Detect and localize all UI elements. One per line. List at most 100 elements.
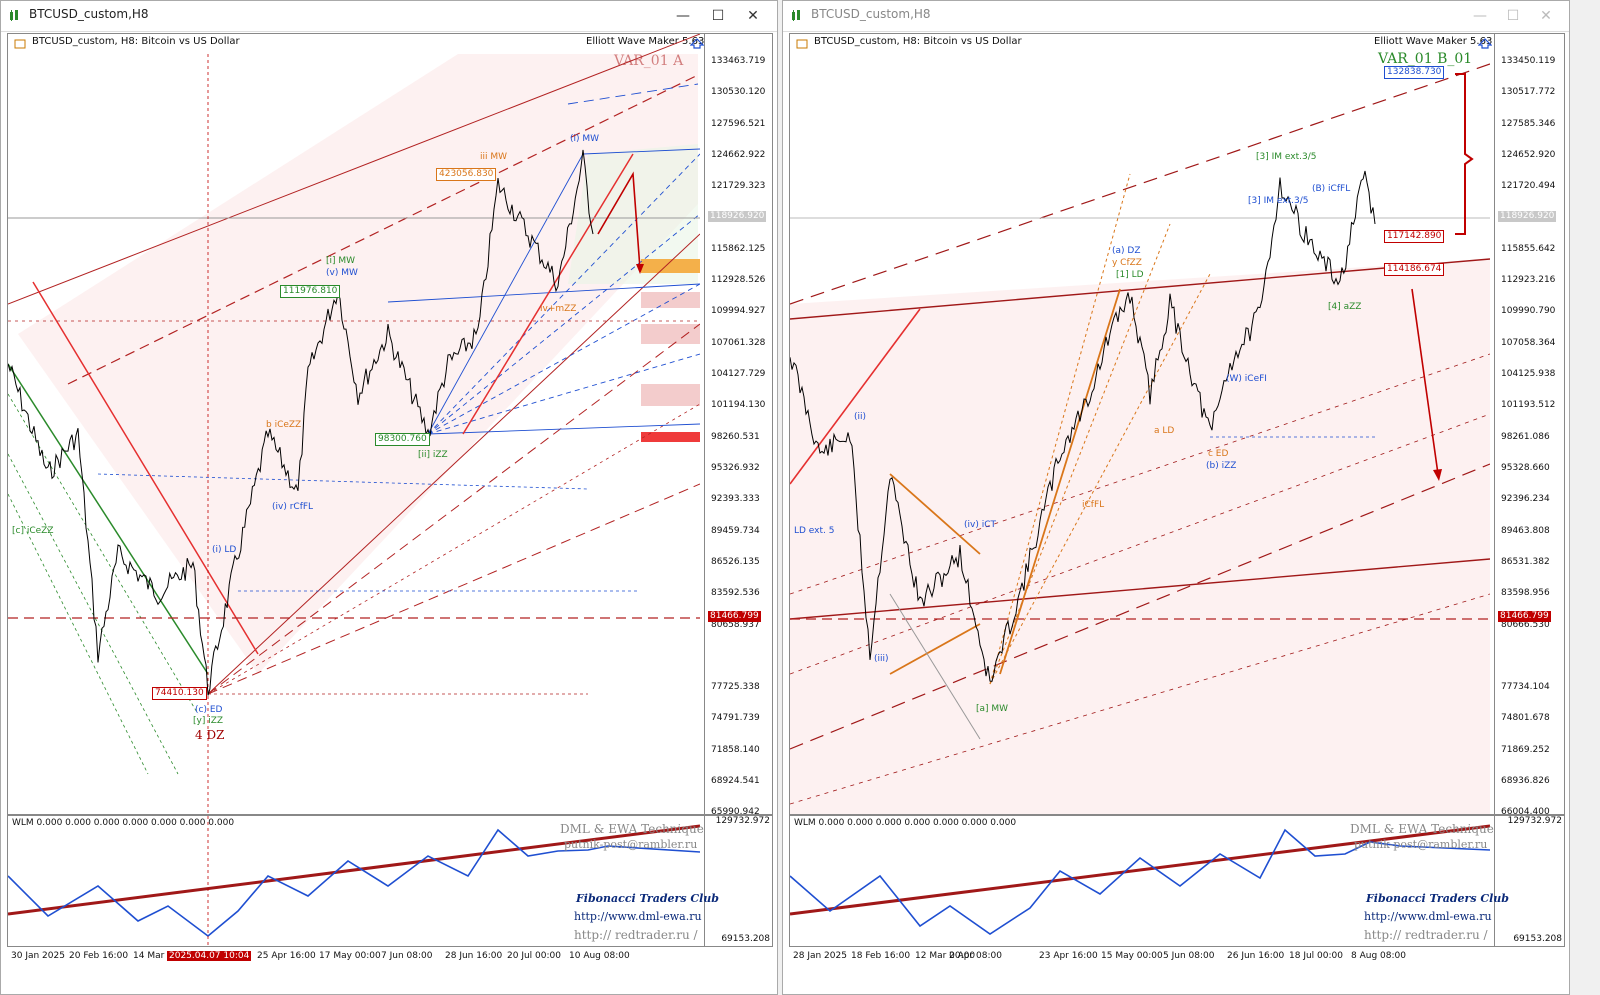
wave-label: 4 DZ	[195, 728, 225, 742]
chart-small-icon	[796, 39, 808, 49]
price-box-a: 132838.730	[1384, 66, 1445, 79]
ind-axis-bottom: 69153.208	[721, 934, 770, 944]
price-axis-label: 107058.364	[1501, 337, 1556, 348]
wave-label: (W) iCeFI	[1226, 374, 1267, 384]
price-axis-label: 107061.328	[711, 337, 766, 348]
indicator-header: WLM 0.000 0.000 0.000 0.000 0.000 0.000 …	[12, 818, 235, 828]
wave-label: (i) LD	[212, 545, 237, 555]
settings-icon[interactable]	[1478, 37, 1492, 49]
right-titlebar[interactable]: BTCUSD_custom,H8 — ☐ ✕	[783, 1, 1569, 32]
footer-link-1[interactable]: http://www.dml-ewa.ru	[1364, 910, 1492, 923]
watermark-email: putnik-post@rambler.ru	[564, 838, 698, 851]
time-axis-label: 20 Jul 00:00	[507, 951, 561, 961]
price-axis-label: 112923.216	[1501, 275, 1556, 286]
price-axis-label: 74791.739	[711, 713, 760, 724]
footer-link-2[interactable]: http:// redtrader.ru /	[574, 928, 698, 942]
maximize-button[interactable]: ☐	[711, 8, 725, 24]
left-price-svg	[8, 34, 700, 814]
price-axis-label: 109990.790	[1501, 306, 1556, 317]
close-button[interactable]: ✕	[1540, 8, 1552, 24]
price-axis-label: 124662.922	[711, 149, 766, 160]
time-axis-label: 10 Aug 08:00	[569, 951, 630, 961]
wave-label: a LD	[1154, 426, 1175, 436]
time-axis-label: 28 Jun 16:00	[445, 951, 503, 961]
left-titlebar[interactable]: BTCUSD_custom,H8 — ☐ ✕	[1, 1, 777, 32]
right-chart-window[interactable]: BTCUSD_custom,H8 — ☐ ✕ BTCUSD_custom, H8…	[782, 0, 1570, 995]
price-box-d: 74410.130	[152, 687, 207, 700]
price-axis-label: 133463.719	[711, 56, 766, 66]
chart-small-icon	[14, 39, 26, 49]
price-axis-label: 80658.937	[711, 620, 760, 630]
wave-label: y CfZZ	[1112, 258, 1142, 268]
price-axis-label: 95328.660	[1501, 462, 1550, 473]
left-main-chart[interactable]: BTCUSD_custom, H8: Bitcoin vs US Dollar …	[7, 33, 773, 815]
footer-link-2[interactable]: http:// redtrader.ru /	[1364, 928, 1488, 942]
time-axis-label: 2 Apr 08:00	[949, 951, 1002, 961]
wave-label: c ED	[1208, 449, 1229, 459]
price-axis-label: 133450.119	[1501, 56, 1556, 66]
time-axis-label: 12 Mar 00:00	[915, 951, 976, 961]
time-axis-label: 17 May 00:00	[319, 951, 381, 961]
price-axis-label: 83592.536	[711, 588, 760, 599]
close-button[interactable]: ✕	[747, 8, 759, 24]
price-axis-label: 121720.494	[1501, 181, 1556, 192]
price-axis-label: 112928.526	[711, 275, 766, 286]
price-axis-label: 127596.521	[711, 118, 766, 129]
footer-club: Fibonacci Traders Club	[1366, 892, 1509, 905]
time-axis-label: 18 Feb 16:00	[851, 951, 911, 961]
wave-label: iv+mZZ	[540, 304, 577, 314]
watermark-email: putnik-post@rambler.ru	[1354, 838, 1488, 851]
wave-label: (i) MW	[570, 134, 600, 144]
indicator-name: Elliott Wave Maker 5.63	[1374, 36, 1493, 47]
wave-label: (b) iZZ	[1206, 461, 1237, 471]
wave-label: iCfFL	[1082, 500, 1105, 510]
price-axis-label: 95326.932	[711, 462, 760, 473]
minimize-button[interactable]: —	[676, 8, 690, 24]
chart-header: BTCUSD_custom, H8: Bitcoin vs US Dollar	[32, 36, 240, 47]
settings-icon[interactable]	[690, 37, 704, 49]
right-main-chart[interactable]: BTCUSD_custom, H8: Bitcoin vs US Dollar …	[789, 33, 1565, 815]
indicator-header: WLM 0.000 0.000 0.000 0.000 0.000 0.000 …	[794, 818, 1017, 828]
footer-club: Fibonacci Traders Club	[576, 892, 719, 905]
price-axis-label: 80666.530	[1501, 620, 1550, 630]
price-axis-label: 98261.086	[1501, 431, 1550, 442]
variant-label: VAR_01 B_01	[1378, 51, 1473, 67]
price-box-c: 114186.674	[1384, 263, 1445, 276]
footer-link-1[interactable]: http://www.dml-ewa.ru	[574, 910, 702, 923]
price-box-b: 111976.810	[280, 285, 341, 298]
price-axis-label: 109994.927	[711, 306, 766, 317]
left-price-axis[interactable]: 133463.719 130530.120 127596.521 124662.922…	[704, 34, 772, 814]
wave-label: [i] MW	[326, 256, 356, 266]
maximize-button[interactable]: ☐	[1506, 8, 1520, 24]
level-price-tag: 81466.799	[708, 611, 761, 622]
indicator-name: Elliott Wave Maker 5.63	[586, 36, 705, 47]
time-axis-label: 18 Jul 00:00	[1289, 951, 1343, 961]
watermark-technique: DML & EWA Technique	[560, 822, 704, 836]
left-indicator-panel[interactable]: WLM 0.000 0.000 0.000 0.000 0.000 0.000 …	[7, 815, 773, 947]
time-axis-label: 20 Feb 16:00	[69, 951, 129, 961]
wave-label: [ii] iZZ	[418, 450, 448, 460]
right-x-labels: 28 Jan 2025 18 Feb 16:00 12 Mar 00:00 2 Apr…	[789, 949, 1489, 965]
wave-label: (ii)	[854, 412, 867, 422]
price-axis-label: 71858.140	[711, 744, 760, 755]
minimize-button[interactable]: —	[1473, 8, 1487, 24]
wave-label: [c] iCeZZ	[12, 526, 54, 536]
price-axis-label: 104127.729	[711, 369, 766, 379]
price-axis-label: 89459.734	[711, 525, 760, 536]
right-indicator-panel[interactable]: WLM 0.000 0.000 0.000 0.000 0.000 0.000 …	[789, 815, 1565, 947]
price-axis-label: 130517.772	[1501, 87, 1556, 98]
left-x-labels: 30 Jan 2025 20 Feb 16:00 14 Mar 2025.04.07 …	[7, 949, 707, 965]
time-axis-label: 25 Apr 16:00	[257, 951, 316, 961]
current-price-tag: 118926.920	[1498, 211, 1557, 222]
right-price-axis[interactable]: 133450.119 130517.772 127585.346 124652.920…	[1494, 34, 1564, 814]
ind-axis-top: 129732.972	[1507, 816, 1562, 826]
price-axis-label: 86526.135	[711, 556, 760, 567]
price-axis-label: 83598.956	[1501, 588, 1550, 599]
left-chart-window[interactable]: BTCUSD_custom,H8 — ☐ ✕ BTCUSD_custom, H8…	[0, 0, 778, 995]
price-box-b: 117142.890	[1384, 230, 1445, 243]
time-axis-label: 2025.04.07 10:04	[167, 951, 252, 961]
chart-app-icon	[792, 10, 800, 21]
wave-label: [y] iZZ	[193, 716, 224, 726]
current-price-tag: 118926.920	[708, 211, 767, 222]
time-axis-label: 28 Jan 2025	[793, 951, 847, 961]
